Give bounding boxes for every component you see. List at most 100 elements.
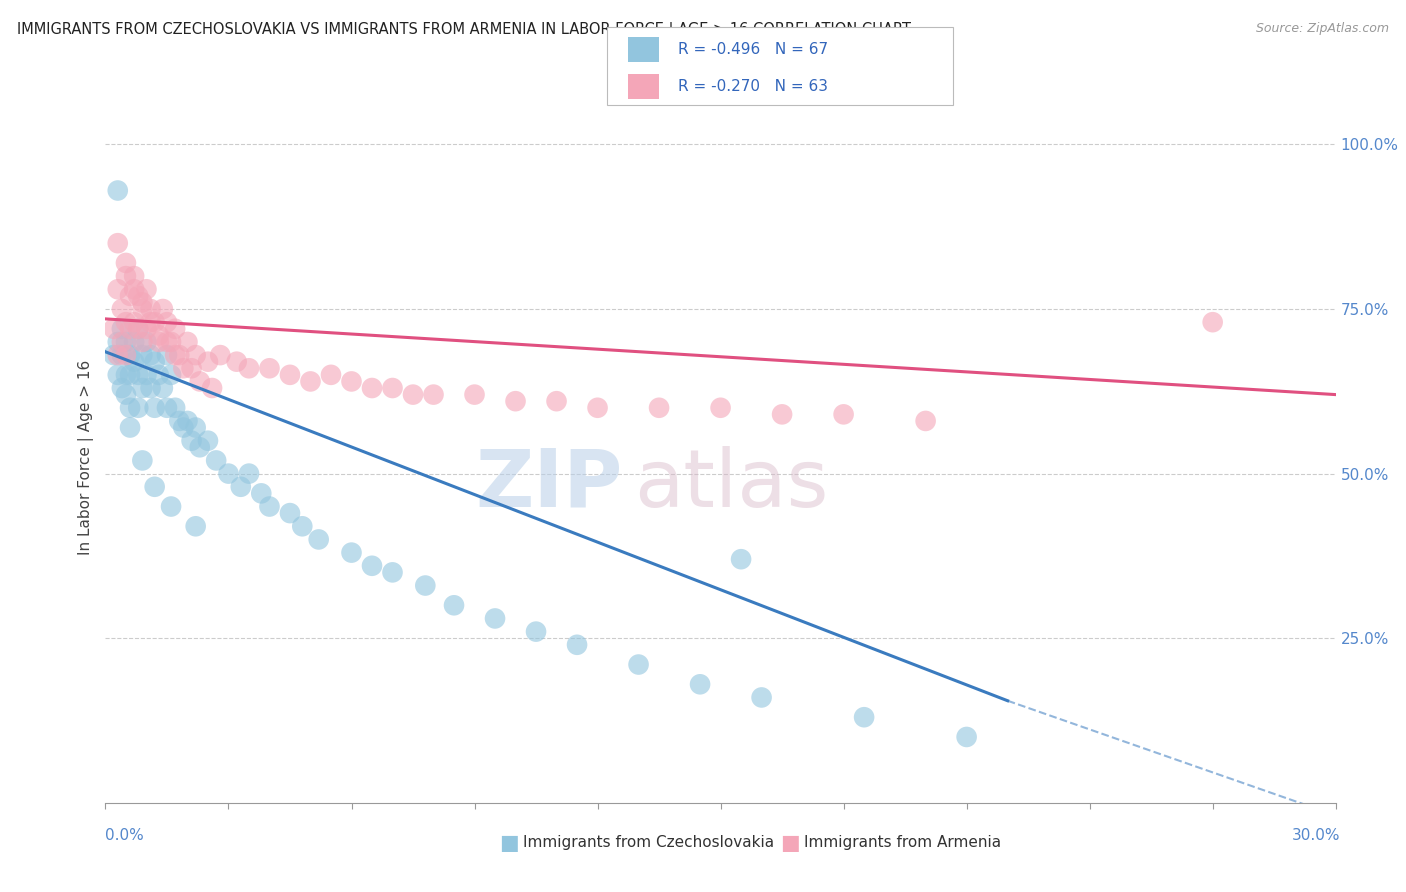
Text: 30.0%: 30.0% (1292, 828, 1340, 843)
Y-axis label: In Labor Force | Age > 16: In Labor Force | Age > 16 (79, 359, 94, 555)
Point (127, 322, 149, 336)
Point (111, 301, 134, 316)
Point (278, 368, 301, 382)
Point (120, 368, 141, 382)
Point (259, 361, 281, 376)
Point (299, 375, 322, 389)
Point (131, 348, 153, 362)
Point (250, 486, 273, 500)
Point (169, 348, 191, 362)
Point (184, 420, 207, 434)
Point (139, 381, 162, 395)
Point (524, 624, 547, 639)
Point (361, 381, 384, 395)
Point (381, 381, 404, 395)
Point (135, 322, 157, 336)
Point (152, 381, 174, 395)
Point (115, 387, 138, 401)
Point (120, 322, 141, 336)
Point (291, 519, 314, 533)
Point (484, 611, 506, 625)
Point (127, 368, 149, 382)
Point (107, 368, 129, 382)
Point (278, 506, 301, 520)
Point (111, 348, 134, 362)
Text: Source: ZipAtlas.com: Source: ZipAtlas.com (1256, 22, 1389, 36)
Point (402, 387, 425, 401)
Text: ZIP: ZIP (475, 446, 621, 524)
Point (122, 315, 145, 329)
Text: 0.0%: 0.0% (105, 828, 145, 843)
Point (156, 334, 179, 349)
Point (115, 334, 138, 349)
Point (115, 269, 138, 284)
Point (107, 282, 129, 296)
Point (120, 420, 141, 434)
Point (546, 394, 568, 409)
Text: R = -0.270   N = 63: R = -0.270 N = 63 (678, 78, 828, 94)
Point (415, 578, 437, 592)
Point (443, 599, 465, 613)
Point (115, 315, 138, 329)
Point (122, 334, 145, 349)
Point (184, 519, 207, 533)
Point (120, 348, 141, 362)
Point (148, 334, 170, 349)
Point (464, 387, 486, 401)
Point (107, 184, 129, 198)
Point (422, 387, 444, 401)
Point (107, 334, 129, 349)
Point (853, 710, 876, 724)
Point (308, 533, 330, 547)
Text: Immigrants from Armenia: Immigrants from Armenia (804, 836, 1001, 850)
Point (103, 322, 125, 336)
Point (165, 322, 187, 336)
Point (169, 414, 191, 428)
Point (197, 434, 219, 448)
Point (956, 730, 979, 744)
Point (165, 401, 187, 415)
Point (135, 334, 157, 349)
Point (361, 558, 384, 573)
Point (111, 381, 134, 395)
Point (122, 282, 145, 296)
Point (188, 375, 211, 389)
Point (115, 256, 138, 270)
Point (770, 408, 793, 422)
Text: ■: ■ (499, 833, 519, 853)
Point (107, 236, 129, 251)
Point (131, 301, 153, 316)
Point (180, 434, 202, 448)
Point (259, 500, 281, 514)
Point (209, 348, 232, 362)
Point (127, 401, 149, 415)
Point (160, 334, 183, 349)
Point (139, 315, 162, 329)
Point (156, 315, 179, 329)
Point (143, 354, 166, 368)
Point (115, 368, 138, 382)
Point (111, 334, 134, 349)
Point (197, 354, 219, 368)
Text: IMMIGRANTS FROM CZECHOSLOVAKIA VS IMMIGRANTS FROM ARMENIA IN LABOR FORCE | AGE >: IMMIGRANTS FROM CZECHOSLOVAKIA VS IMMIGR… (17, 22, 911, 38)
Point (127, 322, 149, 336)
Point (148, 328, 170, 343)
Point (205, 453, 228, 467)
Point (381, 566, 404, 580)
Point (188, 440, 211, 454)
Point (115, 348, 138, 362)
Point (176, 414, 198, 428)
Point (111, 322, 134, 336)
Point (505, 394, 527, 409)
Point (143, 401, 166, 415)
Point (218, 467, 240, 481)
Point (107, 348, 129, 362)
Point (319, 368, 342, 382)
Point (176, 334, 198, 349)
Point (122, 269, 145, 284)
Text: Immigrants from Czechoslovakia: Immigrants from Czechoslovakia (523, 836, 775, 850)
Point (565, 638, 588, 652)
Point (131, 381, 153, 395)
Point (165, 348, 187, 362)
Point (201, 381, 224, 395)
